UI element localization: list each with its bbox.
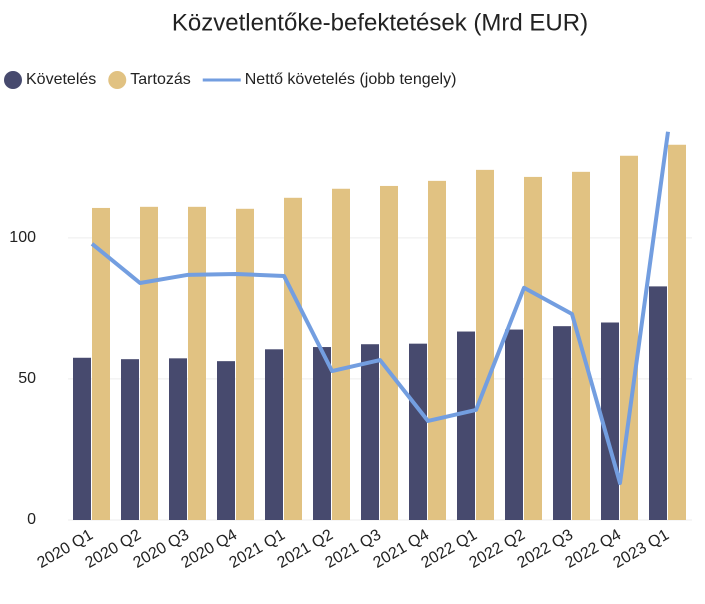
chart-title: Közvetlentőke-befektetések (Mrd EUR) xyxy=(172,9,588,36)
bar xyxy=(553,326,571,520)
bar xyxy=(121,359,139,520)
bar xyxy=(332,188,350,520)
bar xyxy=(409,343,427,520)
bar xyxy=(217,361,235,520)
legend-swatch xyxy=(108,71,127,89)
bar xyxy=(92,207,110,520)
legend-label: Követelés xyxy=(26,71,96,88)
bar xyxy=(284,197,302,521)
legend-label: Tartozás xyxy=(130,71,190,88)
bar xyxy=(188,206,206,521)
legend-swatch xyxy=(4,71,22,89)
bar xyxy=(505,329,523,520)
bar xyxy=(476,169,494,520)
bar xyxy=(524,176,542,520)
bar xyxy=(73,357,91,520)
bar xyxy=(313,347,331,520)
bar xyxy=(169,358,187,520)
bar xyxy=(620,155,638,520)
y-tick-label: 0 xyxy=(27,511,36,528)
bar xyxy=(265,349,283,520)
legend-label: Nettő követelés (jobb tengely) xyxy=(245,71,457,88)
bar xyxy=(649,286,667,520)
bar xyxy=(380,185,398,520)
y-tick-label: 100 xyxy=(9,229,36,246)
bar xyxy=(236,208,254,520)
bar xyxy=(361,344,379,520)
bar xyxy=(428,180,446,520)
x-tick-label: 2023 Q1 xyxy=(610,526,672,571)
bar xyxy=(140,206,158,521)
y-tick-label: 50 xyxy=(18,370,36,387)
bar xyxy=(668,144,686,520)
bar xyxy=(457,331,475,520)
line xyxy=(90,131,670,486)
